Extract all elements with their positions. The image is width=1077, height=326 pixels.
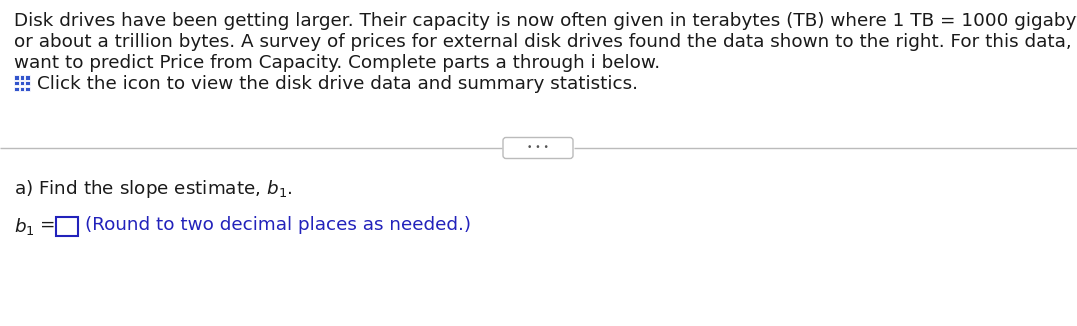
Text: Click the icon to view the disk drive data and summary statistics.: Click the icon to view the disk drive da… [37, 75, 638, 93]
FancyBboxPatch shape [56, 217, 78, 236]
Text: want to predict Price from Capacity. Complete parts a through i below.: want to predict Price from Capacity. Com… [14, 54, 660, 72]
Text: (Round to two decimal places as needed.): (Round to two decimal places as needed.) [85, 216, 471, 234]
Text: or about a trillion bytes. A survey of prices for external disk drives found the: or about a trillion bytes. A survey of p… [14, 33, 1077, 51]
Bar [14, 75, 18, 80]
Text: a) Find the slope estimate, $b_1$.: a) Find the slope estimate, $b_1$. [14, 178, 293, 200]
Bar [26, 81, 30, 85]
Text: Disk drives have been getting larger. Their capacity is now often given in terab: Disk drives have been getting larger. Th… [14, 12, 1077, 30]
Bar [14, 81, 18, 85]
Bar [26, 86, 30, 91]
FancyBboxPatch shape [503, 138, 573, 158]
Text: $b_1$: $b_1$ [14, 216, 34, 237]
Text: • • •: • • • [527, 143, 549, 153]
Text: =: = [40, 216, 56, 234]
Bar [26, 75, 30, 80]
Bar [19, 86, 24, 91]
Bar [19, 75, 24, 80]
Bar [19, 81, 24, 85]
Bar [14, 86, 18, 91]
